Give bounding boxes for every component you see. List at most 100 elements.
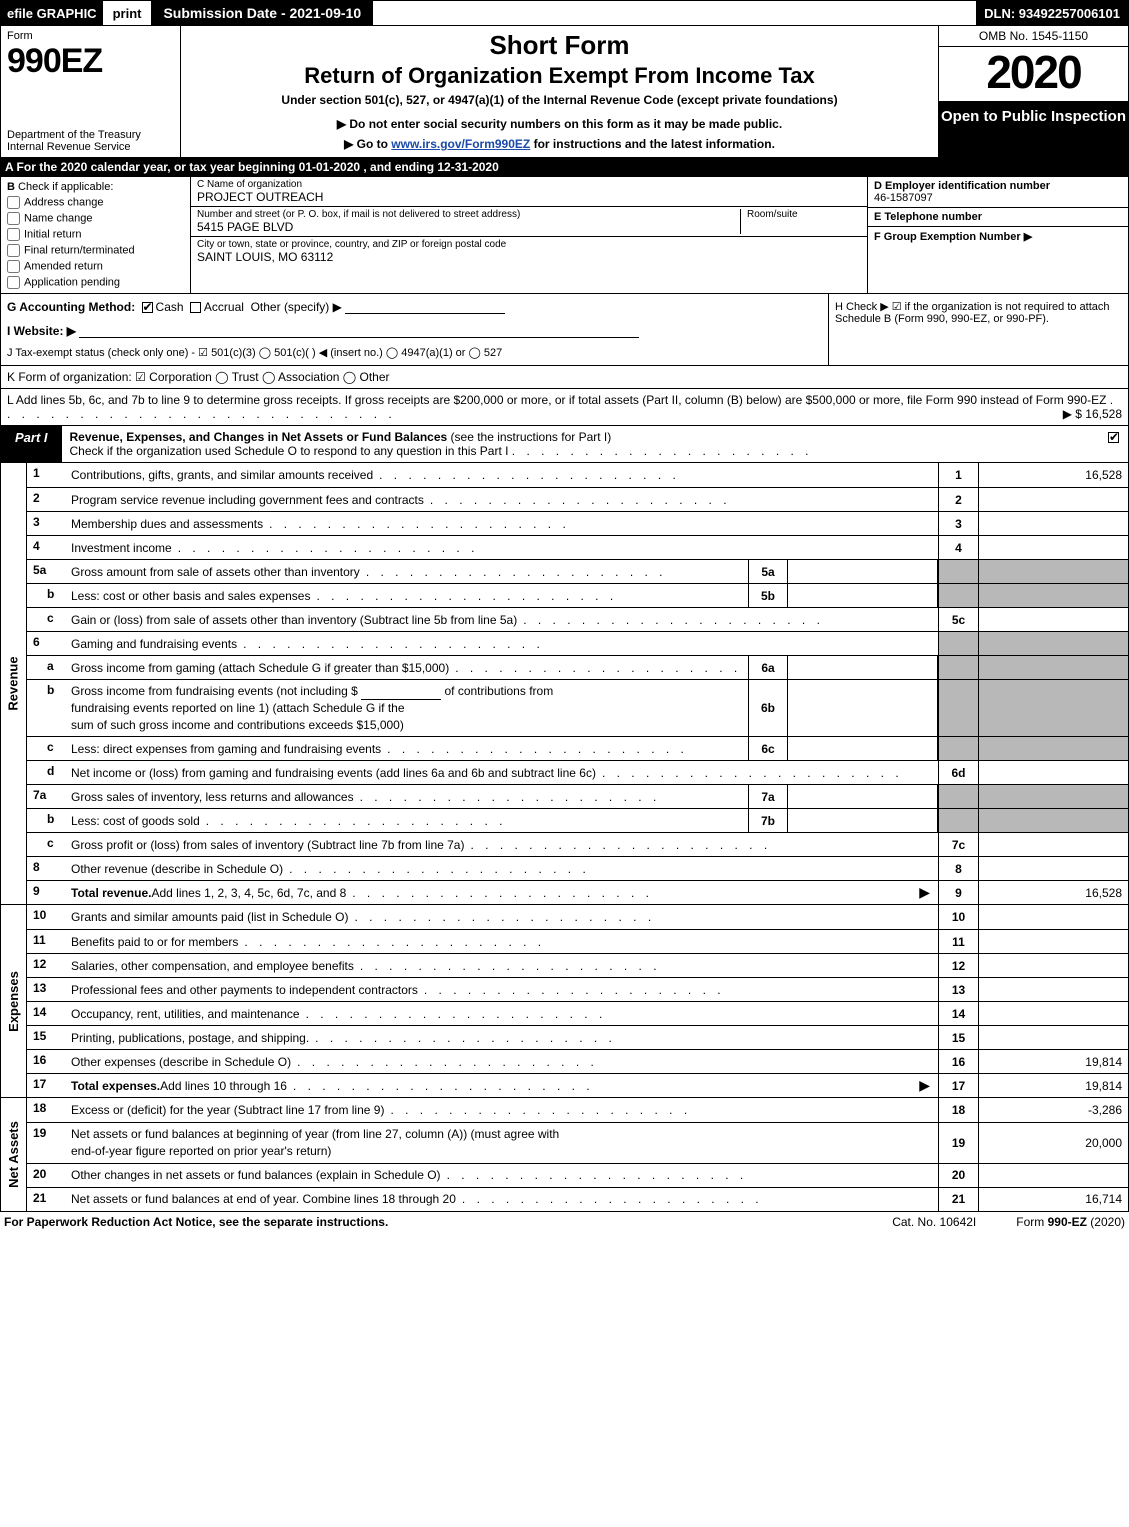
line-value-col: [978, 905, 1128, 929]
g-other-input[interactable]: [345, 302, 505, 314]
revenue-row-b: bLess: cost or other basis and sales exp…: [27, 583, 1128, 607]
line-number-col: 7c: [938, 833, 978, 856]
expenses-side-label: Expenses: [1, 905, 27, 1097]
revenue-row-8: 8Other revenue (describe in Schedule O) …: [27, 856, 1128, 880]
e-phone-label: E Telephone number: [874, 211, 1122, 223]
line-value-col-grey: [978, 560, 1128, 583]
line-desc: Net assets or fund balances at end of ye…: [71, 1188, 938, 1211]
line-value-col: [978, 488, 1128, 511]
row-a-tax-year: A For the 2020 calendar year, or tax yea…: [0, 158, 1129, 177]
line-desc: Grants and similar amounts paid (list in…: [71, 905, 938, 929]
print-button[interactable]: print: [103, 1, 152, 25]
line-number-col-grey: [938, 809, 978, 832]
line-number-col: 15: [938, 1026, 978, 1049]
row-l: L Add lines 5b, 6c, and 7b to line 9 to …: [0, 388, 1129, 426]
line-number-col: 17: [938, 1074, 978, 1097]
sub-line-value: [788, 584, 938, 607]
netassets-side-label: Net Assets: [1, 1098, 27, 1211]
line-number: 12: [27, 954, 71, 977]
cb-application-pending[interactable]: Application pending: [7, 276, 184, 289]
tax-year: 2020: [939, 47, 1128, 102]
revenue-row-4: 4Investment income . . . . . . . . . . .…: [27, 535, 1128, 559]
line-desc: Less: direct expenses from gaming and fu…: [71, 737, 748, 760]
line-value-col: [978, 978, 1128, 1001]
sub-line-number: 6c: [748, 737, 788, 760]
irs-link[interactable]: www.irs.gov/Form990EZ: [391, 137, 530, 151]
line-desc: Printing, publications, postage, and shi…: [71, 1026, 938, 1049]
line-value-col-grey: [978, 809, 1128, 832]
part-1-header: Part I Revenue, Expenses, and Changes in…: [0, 426, 1129, 463]
line-desc: Gain or (loss) from sale of assets other…: [71, 608, 938, 631]
line-number-col: 13: [938, 978, 978, 1001]
line-desc: Gross income from fundraising events (no…: [71, 680, 748, 736]
line-desc: Gross amount from sale of assets other t…: [71, 560, 748, 583]
cb-accrual[interactable]: [190, 302, 201, 313]
c-city-label: City or town, state or province, country…: [197, 239, 861, 250]
revenue-row-9: 9Total revenue. Add lines 1, 2, 3, 4, 5c…: [27, 880, 1128, 904]
line-desc: Other revenue (describe in Schedule O) .…: [71, 857, 938, 880]
line-number-col: 2: [938, 488, 978, 511]
line-desc: Excess or (deficit) for the year (Subtra…: [71, 1098, 938, 1122]
top-bar: efile GRAPHIC print Submission Date - 20…: [0, 0, 1129, 26]
cb-amended-return[interactable]: Amended return: [7, 260, 184, 273]
cb-name-change[interactable]: Name change: [7, 212, 184, 225]
line-number: d: [27, 761, 71, 784]
website-input[interactable]: [79, 326, 639, 338]
line-desc: Benefits paid to or for members . . . . …: [71, 930, 938, 953]
c-street-label: Number and street (or P. O. box, if mail…: [197, 209, 734, 220]
line-number-col: 14: [938, 1002, 978, 1025]
revenue-row-6: 6Gaming and fundraising events . . . . .…: [27, 631, 1128, 655]
cb-cash[interactable]: [142, 302, 153, 313]
line-value-col: 19,814: [978, 1074, 1128, 1097]
line-number-col: [938, 632, 978, 655]
expenses-table: Expenses 10Grants and similar amounts pa…: [0, 905, 1129, 1098]
sub-line-number: 7b: [748, 809, 788, 832]
line-value-col: 19,814: [978, 1050, 1128, 1073]
line-number: 20: [27, 1164, 71, 1187]
line-number: 18: [27, 1098, 71, 1122]
line-desc: Total expenses. Add lines 10 through 16 …: [71, 1074, 938, 1097]
row-k: K Form of organization: ☑ Corporation ◯ …: [0, 365, 1129, 388]
line-value-col: [978, 761, 1128, 784]
c-name-row: C Name of organization PROJECT OUTREACH: [191, 177, 867, 207]
cb-final-return[interactable]: Final return/terminated: [7, 244, 184, 257]
line-value-col: [978, 632, 1128, 655]
line-number-col: 12: [938, 954, 978, 977]
go-to-line: ▶ Go to www.irs.gov/Form990EZ for instru…: [189, 137, 930, 151]
line-number-col: 21: [938, 1188, 978, 1211]
header-right: OMB No. 1545-1150 2020 Open to Public In…: [938, 26, 1128, 157]
go-to-prefix: ▶ Go to: [344, 137, 391, 151]
dept-line-1: Department of the Treasury: [7, 129, 174, 141]
g-label: G Accounting Method:: [7, 300, 135, 314]
inline-amount-input[interactable]: [361, 688, 441, 700]
part-1-check-line: Check if the organization used Schedule …: [70, 444, 509, 458]
revenue-row-a: aGross income from gaming (attach Schedu…: [27, 655, 1128, 679]
line-number: c: [27, 608, 71, 631]
expense-row-15: 15Printing, publications, postage, and s…: [27, 1025, 1128, 1049]
part-1-checkbox[interactable]: [1108, 432, 1119, 443]
revenue-row-c: cGain or (loss) from sale of assets othe…: [27, 607, 1128, 631]
sub-line-number: 5a: [748, 560, 788, 583]
line-number-col-grey: [938, 656, 978, 679]
d-ein-row: D Employer identification number 46-1587…: [868, 177, 1128, 208]
submission-date-label: Submission Date - 2021-09-10: [151, 1, 373, 25]
line-desc: Program service revenue including govern…: [71, 488, 938, 511]
do-not-enter-text: ▶ Do not enter social security numbers o…: [189, 117, 930, 131]
g-accrual: Accrual: [204, 300, 244, 314]
cb-address-change[interactable]: Address change: [7, 196, 184, 209]
line-desc: Contributions, gifts, grants, and simila…: [71, 463, 938, 487]
row-i: I Website: ▶: [7, 324, 822, 338]
dln-label: DLN: 93492257006101: [976, 1, 1128, 25]
cb-initial-return[interactable]: Initial return: [7, 228, 184, 241]
line-number-col: 10: [938, 905, 978, 929]
line-value-col: [978, 1026, 1128, 1049]
line-value-col: [978, 536, 1128, 559]
form-number: 990EZ: [7, 42, 174, 81]
sub-line-number: 6b: [748, 680, 788, 736]
line-number: c: [27, 737, 71, 760]
line-value-col: 16,528: [978, 463, 1128, 487]
c-street-row: Number and street (or P. O. box, if mail…: [191, 207, 867, 237]
line-number: 3: [27, 512, 71, 535]
line-number: 8: [27, 857, 71, 880]
expense-row-10: 10Grants and similar amounts paid (list …: [27, 905, 1128, 929]
